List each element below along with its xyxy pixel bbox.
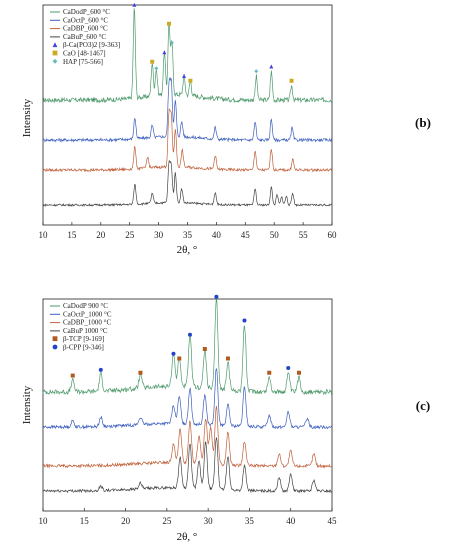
series-trace: [42, 368, 333, 430]
x-tick-label: 15: [67, 230, 77, 240]
phase-marker: [254, 69, 259, 74]
x-tick-label: 55: [299, 230, 309, 240]
phase-marker: [52, 50, 58, 56]
traces-c: [42, 296, 333, 494]
phase-marker: [267, 370, 272, 375]
legend-entry: CaBuP_600 °C: [63, 33, 106, 41]
legend-entry: CaBuP 1000 °C: [63, 327, 108, 335]
phase-marker: [150, 59, 155, 64]
x-tick-label: 25: [162, 516, 172, 526]
peak-markers-c: [70, 294, 301, 378]
phase-marker: [98, 367, 103, 372]
phase-marker: [154, 66, 159, 71]
legend-entry: β-Ca(PO3)2 [9-363]: [63, 41, 120, 49]
phase-marker: [70, 373, 75, 378]
x-tick-label: 50: [270, 230, 280, 240]
traces-b: [42, 8, 333, 208]
x-tick-label: 35: [245, 516, 255, 526]
x-tick-label: 40: [212, 230, 222, 240]
x-axis-label-b: 2θ, °: [177, 244, 198, 256]
phase-marker: [296, 370, 301, 375]
y-axis-label-c: Intensity: [21, 385, 33, 424]
x-tick-label: 60: [328, 230, 338, 240]
series-trace: [42, 107, 333, 173]
x-tick-label: 10: [39, 230, 49, 240]
plot-frame-c: [42, 298, 333, 512]
x-tick-label: 35: [183, 230, 193, 240]
xrd-panel-c: 10 15 20 25 30 35 40 45 CaDodP 900 °CCaOctP_100…: [21, 294, 430, 543]
legend-entry: CaOctP_1000 °C: [63, 310, 112, 318]
phase-marker: [167, 21, 172, 26]
series-trace: [42, 77, 333, 143]
legend-entry: CaOctP_600 °C: [63, 16, 108, 24]
legend-entry: CaDBP_1000 °C: [63, 319, 111, 327]
phase-marker: [171, 351, 176, 356]
x-tick-label: 45: [241, 230, 251, 240]
legend-entry: CaDBP_600 °C: [63, 25, 108, 33]
phase-marker: [187, 332, 192, 337]
phase-marker: [289, 78, 294, 83]
xrd-panel-b: 10 15 20 25 30 35 40 45 50 55 60 CaDodP_600 °CCaOc…: [21, 2, 431, 256]
phase-marker: [52, 58, 58, 64]
phase-marker: [202, 347, 207, 351]
legend-entry: CaDodP 900 °C: [63, 302, 108, 310]
x-ticks-b: 10 15 20 25 30 35 40 45 50 55 60: [39, 222, 338, 240]
y-axis-label-b: Intensity: [21, 98, 33, 137]
phase-marker: [242, 318, 247, 323]
legend-entry: CaDodP_600 °C: [63, 8, 110, 16]
series-trace: [42, 405, 333, 469]
series-trace: [42, 8, 333, 104]
panel-label-c: (c): [416, 398, 430, 413]
phase-marker: [188, 78, 193, 83]
series-trace: [42, 296, 333, 396]
phase-marker: [182, 74, 187, 78]
x-axis-label-c: 2θ, °: [177, 531, 198, 543]
phase-marker: [138, 370, 143, 375]
phase-marker: [162, 50, 167, 55]
x-tick-label: 20: [121, 516, 131, 526]
legend-entry: CaO [48-1467]: [63, 50, 106, 58]
x-tick-label: 25: [125, 230, 135, 240]
series-trace: [42, 437, 333, 494]
series-trace: [42, 160, 333, 208]
phase-marker: [52, 42, 58, 48]
phase-marker: [132, 2, 137, 7]
phase-marker: [52, 344, 58, 350]
x-tick-label: 15: [80, 516, 90, 526]
x-tick-label: 10: [39, 516, 49, 526]
phase-marker: [269, 64, 274, 69]
phase-marker: [286, 366, 291, 370]
legend-entry: β-TCP [9-169]: [63, 335, 104, 343]
legend-entry: β-CPP [9-346]: [63, 344, 104, 352]
panel-label-b: (b): [415, 115, 431, 130]
x-tick-label: 20: [96, 230, 106, 240]
phase-marker: [169, 40, 174, 45]
phase-marker: [177, 356, 182, 361]
x-tick-label: 45: [328, 516, 338, 526]
x-tick-label: 40: [286, 516, 296, 526]
peak-markers-b: [132, 2, 294, 83]
legend-entry: HAP [75-566]: [63, 58, 103, 66]
x-ticks-c: 10 15 20 25 30 35 40 45: [39, 508, 338, 526]
x-tick-label: 30: [154, 230, 164, 240]
phase-marker: [214, 294, 219, 299]
x-tick-label: 30: [204, 516, 214, 526]
phase-marker: [225, 356, 230, 361]
phase-marker: [52, 336, 58, 342]
